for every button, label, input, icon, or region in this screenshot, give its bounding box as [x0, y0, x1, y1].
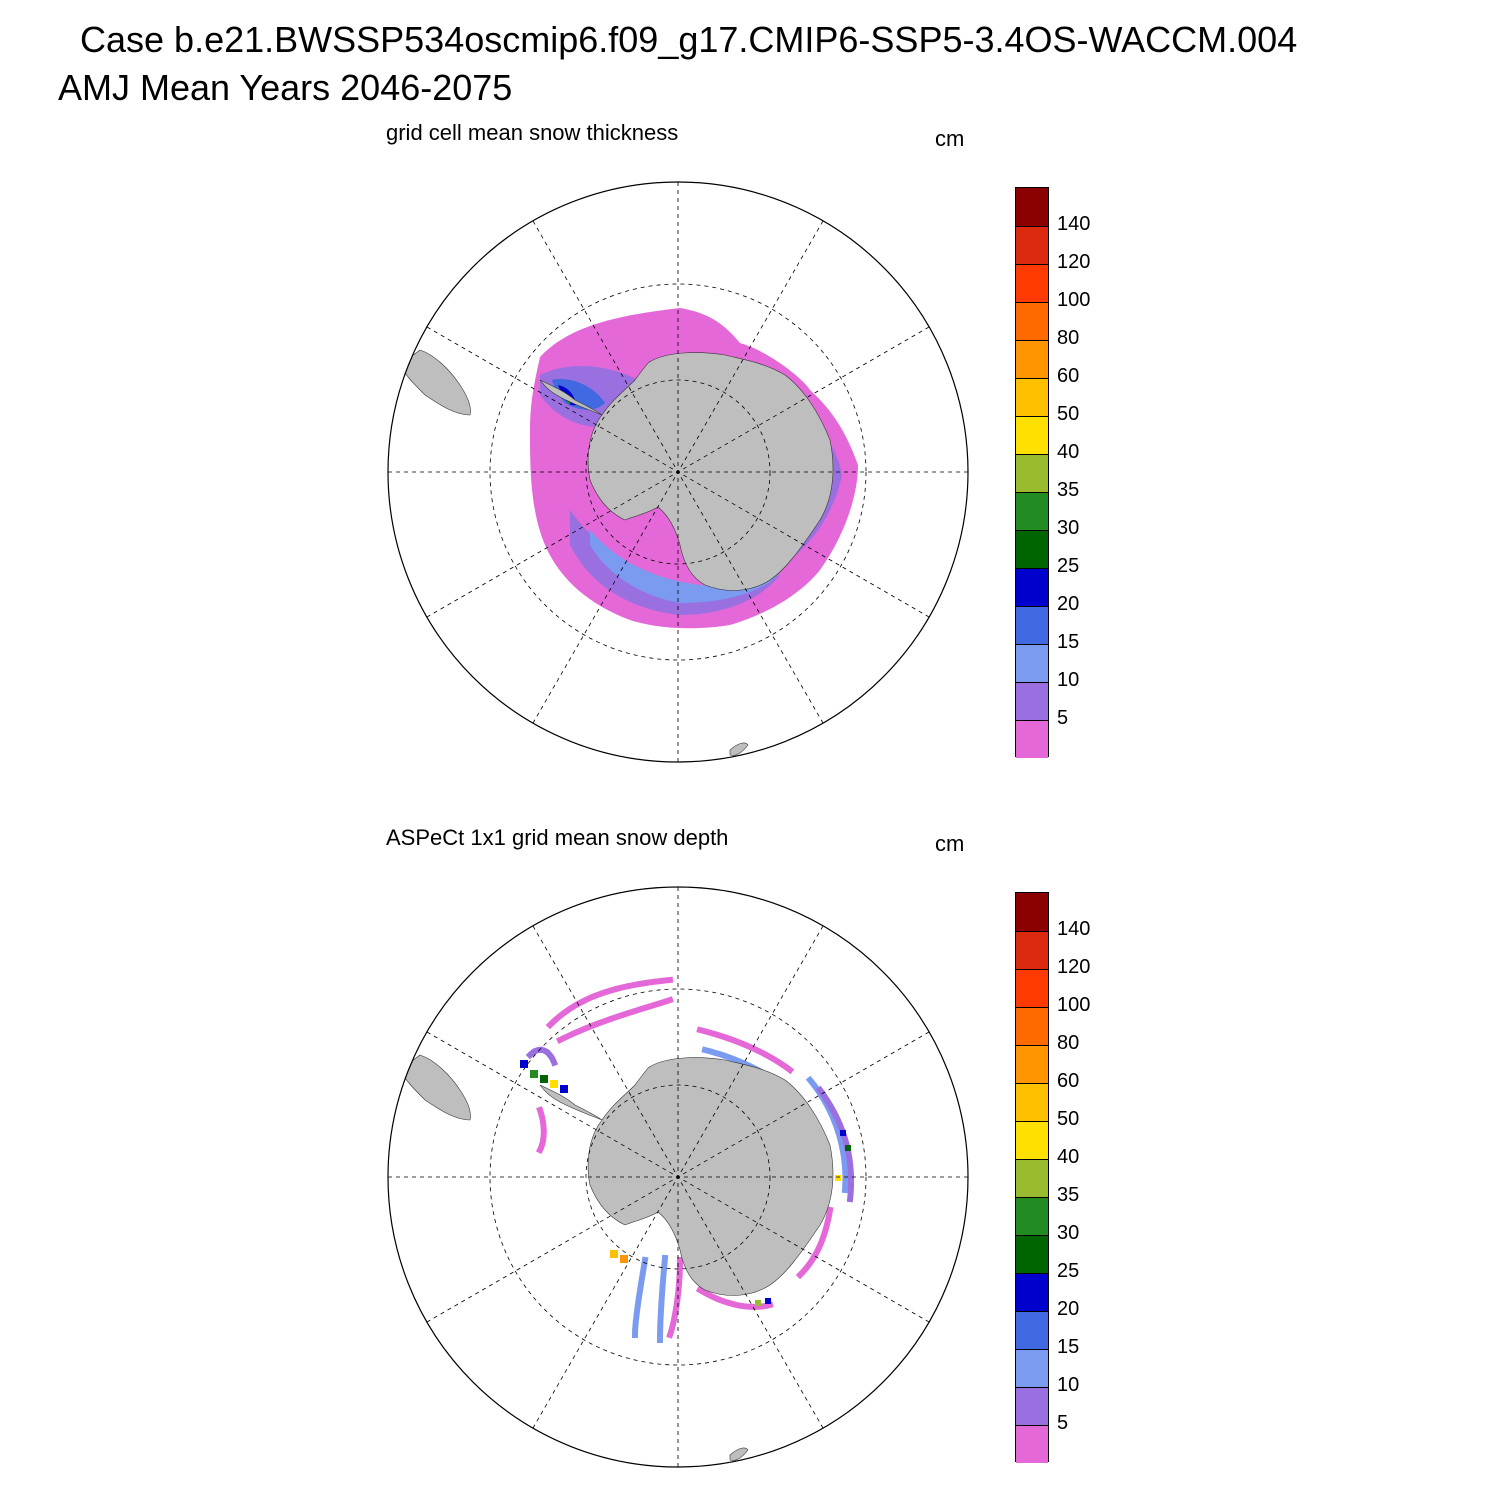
south-america-landmass — [399, 1054, 471, 1121]
colorbar-tick-label: 35 — [1057, 1184, 1080, 1206]
new-zealand-landmass — [729, 742, 749, 756]
colorbar-tick-label: 5 — [1057, 1412, 1069, 1434]
antarctica-landmass — [587, 352, 834, 591]
colorbar-swatch — [1016, 1425, 1048, 1463]
colorbar-swatch — [1016, 1083, 1048, 1121]
colorbar-tick-label: 5 — [1057, 707, 1069, 729]
colorbar-tick-label: 10 — [1057, 1374, 1080, 1396]
panel1-unit: cm — [935, 126, 965, 151]
colorbar-swatch — [1016, 1273, 1048, 1311]
colorbar-swatch — [1016, 644, 1048, 682]
colorbar-swatch — [1016, 454, 1048, 492]
colorbar-tick-label: 60 — [1057, 1070, 1080, 1092]
colorbar-swatch — [1016, 606, 1048, 644]
colorbar-swatch — [1016, 492, 1048, 530]
colorbar-tick-label: 120 — [1057, 251, 1091, 273]
high-value-spots — [520, 1060, 851, 1306]
colorbar-swatch — [1016, 893, 1048, 931]
colorbar-tick-label: 20 — [1057, 593, 1080, 615]
colorbar-tick-label: 30 — [1057, 517, 1080, 539]
colorbar-swatch — [1016, 1387, 1048, 1425]
colorbar-swatch — [1016, 226, 1048, 264]
colorbar-tick-label: 80 — [1057, 1032, 1080, 1054]
colorbar-swatch — [1016, 340, 1048, 378]
colorbar-swatch — [1016, 1007, 1048, 1045]
colorbar-swatch — [1016, 1159, 1048, 1197]
colorbar-swatch — [1016, 568, 1048, 606]
colorbar-swatch — [1016, 530, 1048, 568]
panel1-title: grid cell mean snow thickness — [386, 120, 679, 145]
figure-title-line2: AMJ Mean Years 2046-2075 — [58, 67, 513, 108]
colorbar-tick-label: 100 — [1057, 289, 1091, 311]
colorbar-tick-label: 50 — [1057, 403, 1080, 425]
colorbar-tick-label: 100 — [1057, 994, 1091, 1016]
colorbar-swatch — [1016, 1311, 1048, 1349]
colorbar-tick-label: 40 — [1057, 1146, 1080, 1168]
colorbar-swatch — [1016, 1197, 1048, 1235]
colorbar-swatch — [1016, 264, 1048, 302]
colorbar-swatch — [1016, 1349, 1048, 1387]
colorbar-swatch — [1016, 1121, 1048, 1159]
colorbar-swatch — [1016, 416, 1048, 454]
colorbar-tick-label: 80 — [1057, 327, 1080, 349]
panel2-title: ASPeCt 1x1 grid mean snow depth — [386, 825, 729, 850]
panel2-unit: cm — [935, 831, 965, 856]
colorbar-tick-label: 25 — [1057, 1260, 1080, 1282]
colorbar-tick-label: 15 — [1057, 1336, 1080, 1358]
colorbar-tick-label: 25 — [1057, 555, 1080, 577]
colorbar-swatch — [1016, 1045, 1048, 1083]
colorbar-tick-label: 20 — [1057, 1298, 1080, 1320]
colorbar-tick-label: 30 — [1057, 1222, 1080, 1244]
antarctica-landmass — [587, 1057, 834, 1296]
colorbar-tick-label: 50 — [1057, 1108, 1080, 1130]
colorbar-swatch — [1016, 969, 1048, 1007]
colorbar-tick-label: 60 — [1057, 365, 1080, 387]
colorbar-1-swatches — [1015, 187, 1049, 758]
colorbar-tick-label: 140 — [1057, 213, 1091, 235]
colorbar-tick-label: 120 — [1057, 956, 1091, 978]
colorbar-swatch — [1016, 931, 1048, 969]
colorbar-2-swatches — [1015, 892, 1049, 1463]
new-zealand-landmass — [729, 1447, 749, 1461]
map1-polar-plot — [387, 181, 969, 763]
colorbar-tick-label: 40 — [1057, 441, 1080, 463]
south-america-landmass — [399, 349, 471, 416]
colorbar-swatch — [1016, 720, 1048, 758]
colorbar-swatch — [1016, 1235, 1048, 1273]
colorbar-swatch — [1016, 682, 1048, 720]
snow-layer-15-20 — [552, 378, 605, 410]
map2-polar-plot — [387, 886, 969, 1468]
colorbar-tick-label: 10 — [1057, 669, 1080, 691]
colorbar-tick-label: 140 — [1057, 918, 1091, 940]
colorbar-tick-label: 35 — [1057, 479, 1080, 501]
antarctic-peninsula — [539, 1084, 603, 1121]
figure-title-line1: Case b.e21.BWSSP534oscmip6.f09_g17.CMIP6… — [80, 19, 1298, 60]
colorbar-swatch — [1016, 378, 1048, 416]
antarctic-peninsula — [539, 379, 603, 416]
colorbar-swatch — [1016, 302, 1048, 340]
colorbar-swatch — [1016, 188, 1048, 226]
colorbar-tick-label: 15 — [1057, 631, 1080, 653]
